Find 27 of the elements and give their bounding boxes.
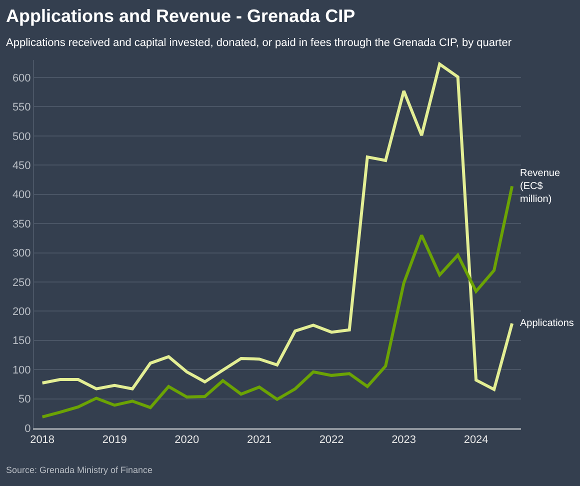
y-tick-label: 300 xyxy=(12,248,31,260)
series-label: Applications xyxy=(520,318,574,329)
series-label: Revenue (EC$ million) xyxy=(520,168,560,205)
line-series xyxy=(40,184,514,418)
line-series xyxy=(40,62,514,391)
x-tick-label: 2020 xyxy=(174,434,200,446)
y-tick-label: 0 xyxy=(24,422,31,435)
x-tick-label: 2022 xyxy=(319,434,344,446)
source-note: Source: Grenada Ministry of Finance xyxy=(6,465,153,475)
chart-title: Applications and Revenue - Grenada CIP xyxy=(6,6,356,26)
y-tick-label: 350 xyxy=(12,218,31,230)
x-tick-label: 2018 xyxy=(30,434,55,446)
x-tick-label: 2019 xyxy=(102,434,127,446)
chart-subtitle: Applications received and capital invested, donated, or paid in fees through the Grenada CIP, by quarter xyxy=(6,37,512,49)
y-tick-label: 150 xyxy=(12,335,31,348)
y-tick-label: 450 xyxy=(12,160,31,172)
y-tick-label: 400 xyxy=(12,189,31,202)
y-tick-label: 50 xyxy=(18,394,31,406)
y-tick-label: 600 xyxy=(12,72,31,84)
y-tick-label: 100 xyxy=(12,364,31,376)
x-tick-label: 2024 xyxy=(464,434,488,446)
y-tick-label: 550 xyxy=(12,102,31,114)
x-tick-label: 2021 xyxy=(247,434,272,446)
y-tick-label: 250 xyxy=(12,276,31,289)
y-tick-label: 200 xyxy=(12,306,31,318)
y-tick-label: 500 xyxy=(12,130,31,143)
x-tick-label: 2023 xyxy=(392,434,416,446)
